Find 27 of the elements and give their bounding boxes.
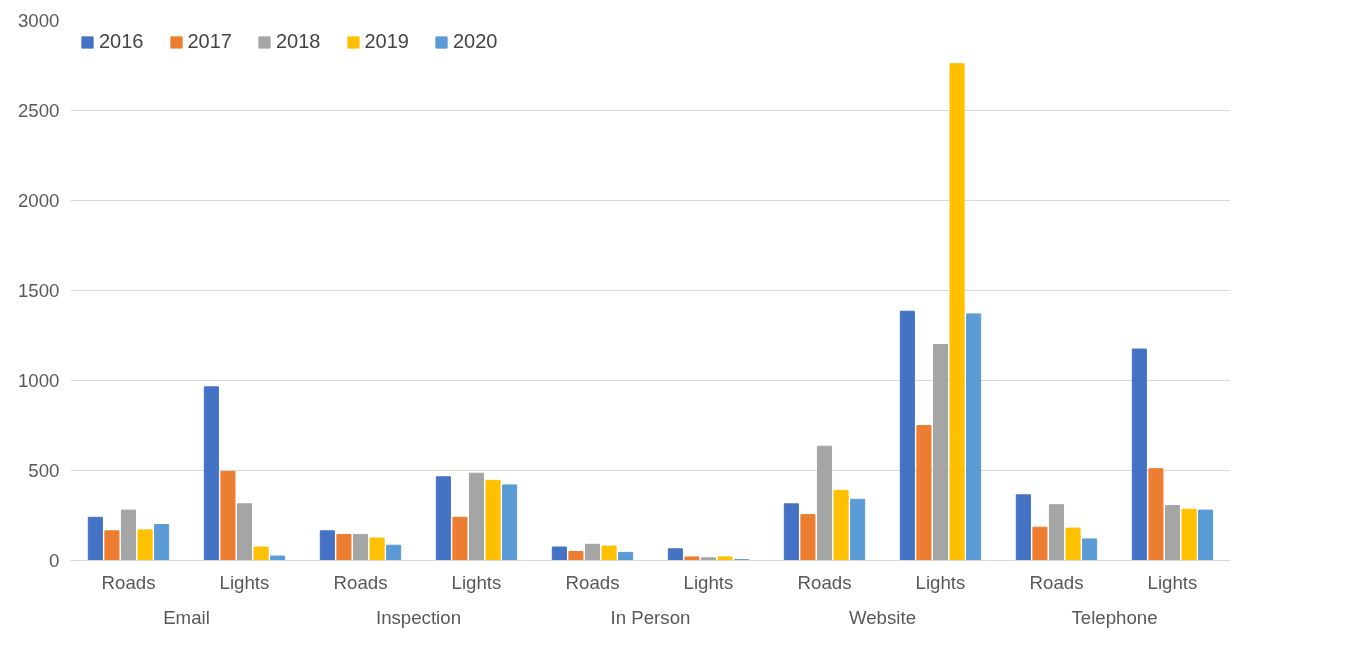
y-tick-label: 1000: [18, 370, 60, 391]
x-tick-label: Lights: [219, 571, 270, 593]
text: Website: [848, 606, 917, 628]
x-tick-label: Roads: [797, 571, 852, 593]
y-tick-label: 0: [49, 550, 60, 571]
x-tick-label: Roads: [565, 571, 620, 593]
y-tick-label: 2000: [18, 190, 60, 211]
text: Inspection: [375, 606, 462, 628]
x-tick-label: Roads: [1029, 571, 1084, 593]
x-tick-label: Lights: [451, 571, 502, 593]
x-tick-label: Lights: [915, 571, 966, 593]
text: Email: [163, 606, 210, 628]
text: In Person: [610, 606, 691, 628]
x-tick-label: Roads: [101, 571, 156, 593]
y-tick-label: 2500: [18, 100, 60, 121]
x-tick-label: Roads: [333, 571, 388, 593]
legend-label: 2018: [276, 30, 321, 53]
legend-label: 2016: [99, 30, 144, 53]
x-tick-label: Lights: [1147, 571, 1198, 593]
y-tick-label: 1500: [18, 280, 60, 301]
legend-label: 2019: [364, 30, 409, 53]
legend-label: 2017: [187, 30, 232, 53]
x-tick-label: Lights: [683, 571, 734, 593]
y-tick-label: 500: [28, 460, 60, 481]
y-tick-label: 3000: [18, 10, 60, 31]
legend-label: 2020: [453, 30, 498, 53]
text: Telephone: [1071, 606, 1158, 628]
